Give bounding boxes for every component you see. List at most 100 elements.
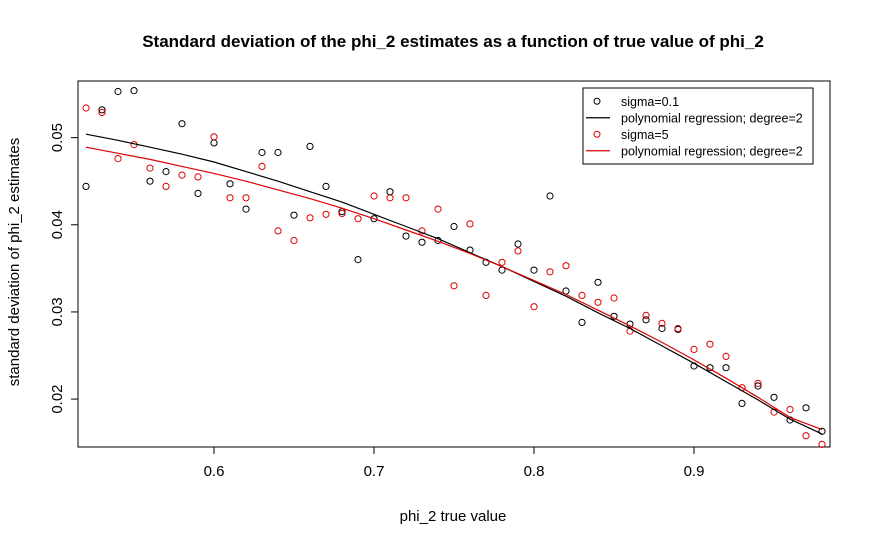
data-point xyxy=(546,268,554,276)
data-point xyxy=(162,168,170,176)
data-point xyxy=(354,215,362,223)
data-point xyxy=(562,262,570,270)
data-point xyxy=(178,171,186,179)
data-point xyxy=(146,164,154,172)
legend-marker xyxy=(593,97,601,105)
data-point xyxy=(642,311,650,319)
data-point xyxy=(434,205,442,213)
data-point xyxy=(802,432,810,440)
data-point xyxy=(402,232,410,240)
chart-title: Standard deviation of the phi_2 estimate… xyxy=(142,32,764,51)
x-tick-label: 0.9 xyxy=(684,463,705,480)
data-point xyxy=(274,148,282,157)
data-point xyxy=(754,382,762,390)
x-axis-label: phi_2 true value xyxy=(400,508,507,525)
data-point xyxy=(754,379,762,387)
data-point xyxy=(370,192,378,200)
data-point xyxy=(226,180,234,188)
legend-box xyxy=(582,87,814,165)
y-tick-label: 0.05 xyxy=(49,123,66,152)
data-point xyxy=(386,194,394,202)
data-point xyxy=(114,87,122,96)
data-point xyxy=(818,427,826,435)
legend: sigma=0.1 polynomial regression; degree=2… xyxy=(582,87,814,165)
legend-label: polynomial regression; degree=2 xyxy=(621,144,803,158)
data-point xyxy=(514,247,522,255)
data-point xyxy=(338,209,346,218)
data-point xyxy=(642,316,650,324)
data-point xyxy=(658,324,666,333)
data-point xyxy=(98,108,106,117)
data-point xyxy=(210,133,218,141)
data-point xyxy=(194,173,202,181)
data-point xyxy=(594,298,602,306)
data-point xyxy=(194,189,202,197)
data-point xyxy=(786,405,794,414)
regression-line-2 xyxy=(85,133,823,435)
legend-label: sigma=0.1 xyxy=(621,95,679,109)
y-tick-label: 0.04 xyxy=(49,210,66,239)
data-point xyxy=(402,194,410,202)
data-point xyxy=(530,303,538,311)
y-axis-label: standard deviation of phi_2 estimates xyxy=(6,138,23,387)
data-point xyxy=(242,205,250,213)
legend-label: sigma=5 xyxy=(621,128,669,142)
data-point xyxy=(546,192,554,200)
series-layer xyxy=(82,87,826,448)
data-point xyxy=(578,318,586,326)
data-point xyxy=(722,352,730,360)
data-point xyxy=(482,291,490,299)
data-point xyxy=(306,142,314,150)
data-point xyxy=(722,364,730,372)
data-point xyxy=(658,319,666,327)
data-point xyxy=(82,182,90,190)
data-point xyxy=(690,345,698,353)
data-point xyxy=(146,177,154,185)
data-point xyxy=(418,238,426,246)
x-tick-label: 0.6 xyxy=(204,463,225,480)
data-point xyxy=(290,211,298,219)
data-point xyxy=(210,139,218,147)
data-point xyxy=(386,188,394,196)
data-point xyxy=(354,256,362,264)
data-point xyxy=(226,194,234,202)
data-point xyxy=(450,222,458,231)
regression-line-3 xyxy=(85,146,823,431)
data-point xyxy=(530,266,538,274)
y-tick-label: 0.03 xyxy=(49,297,66,326)
data-point xyxy=(82,104,90,112)
y-tick-label: 0.02 xyxy=(49,384,66,413)
y-axis: 0.02 0.03 0.04 0.05 xyxy=(49,123,78,414)
data-point xyxy=(114,155,122,163)
data-point xyxy=(802,404,810,412)
data-point xyxy=(498,258,506,266)
data-point xyxy=(130,87,138,95)
x-axis: 0.6 0.7 0.8 0.9 xyxy=(204,447,705,480)
legend-label: polynomial regression; degree=2 xyxy=(621,111,803,125)
x-tick-label: 0.7 xyxy=(364,463,385,480)
data-point xyxy=(594,278,602,286)
x-tick-label: 0.8 xyxy=(524,463,545,480)
data-point xyxy=(274,227,282,235)
data-point xyxy=(466,220,474,228)
data-point xyxy=(178,120,186,128)
data-point xyxy=(770,393,778,401)
legend-marker xyxy=(593,130,601,138)
data-point xyxy=(738,399,746,407)
data-point xyxy=(706,340,714,348)
data-point xyxy=(242,194,250,202)
data-point xyxy=(610,294,618,302)
data-point xyxy=(162,182,170,190)
data-point xyxy=(306,214,314,222)
data-point xyxy=(322,210,330,218)
data-point xyxy=(370,215,378,223)
data-point xyxy=(514,240,522,248)
data-point xyxy=(674,324,682,333)
data-point xyxy=(450,282,458,290)
data-point xyxy=(258,162,266,170)
data-point xyxy=(818,440,826,448)
data-point xyxy=(578,291,586,299)
data-point xyxy=(322,182,330,190)
data-point xyxy=(98,106,106,114)
